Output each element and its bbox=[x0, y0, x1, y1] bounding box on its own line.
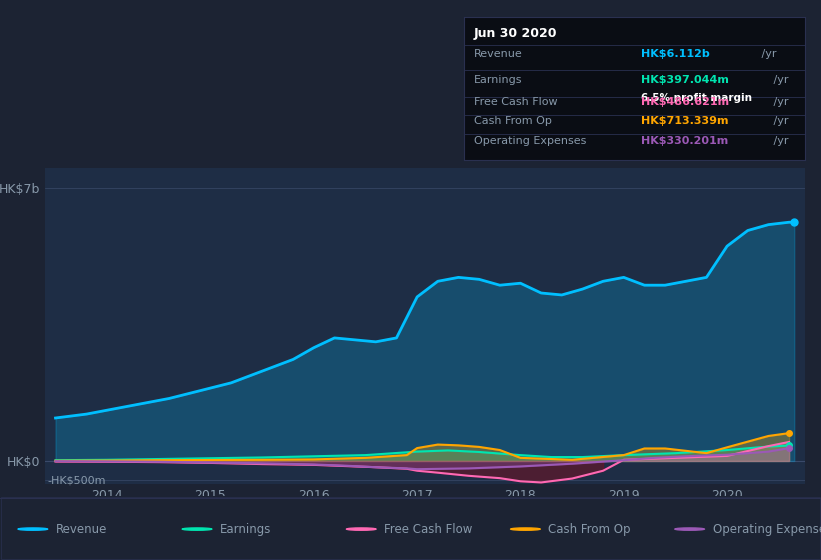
Circle shape bbox=[511, 528, 540, 530]
Text: Revenue: Revenue bbox=[56, 522, 108, 535]
Text: Earnings: Earnings bbox=[474, 74, 523, 85]
Text: HK$330.201m: HK$330.201m bbox=[641, 136, 728, 146]
Circle shape bbox=[346, 528, 376, 530]
Text: Cash From Op: Cash From Op bbox=[548, 522, 631, 535]
Text: HK$713.339m: HK$713.339m bbox=[641, 116, 728, 126]
Text: /yr: /yr bbox=[770, 116, 788, 126]
Text: Free Cash Flow: Free Cash Flow bbox=[384, 522, 473, 535]
Text: 6.5% profit margin: 6.5% profit margin bbox=[641, 93, 752, 103]
Text: HK$6.112b: HK$6.112b bbox=[641, 49, 710, 59]
Text: -HK$500m: -HK$500m bbox=[48, 475, 106, 486]
Text: HK$486.621m: HK$486.621m bbox=[641, 97, 729, 108]
Circle shape bbox=[18, 528, 48, 530]
Text: Revenue: Revenue bbox=[474, 49, 523, 59]
Text: Operating Expenses: Operating Expenses bbox=[713, 522, 821, 535]
Circle shape bbox=[675, 528, 704, 530]
Circle shape bbox=[182, 528, 212, 530]
Text: /yr: /yr bbox=[770, 97, 788, 108]
Text: Cash From Op: Cash From Op bbox=[474, 116, 552, 126]
Text: /yr: /yr bbox=[758, 49, 776, 59]
Text: Free Cash Flow: Free Cash Flow bbox=[474, 97, 557, 108]
Text: /yr: /yr bbox=[770, 136, 788, 146]
Text: Operating Expenses: Operating Expenses bbox=[474, 136, 586, 146]
Text: /yr: /yr bbox=[770, 74, 788, 85]
Text: Jun 30 2020: Jun 30 2020 bbox=[474, 27, 557, 40]
Text: HK$397.044m: HK$397.044m bbox=[641, 74, 729, 85]
Text: Earnings: Earnings bbox=[220, 522, 272, 535]
